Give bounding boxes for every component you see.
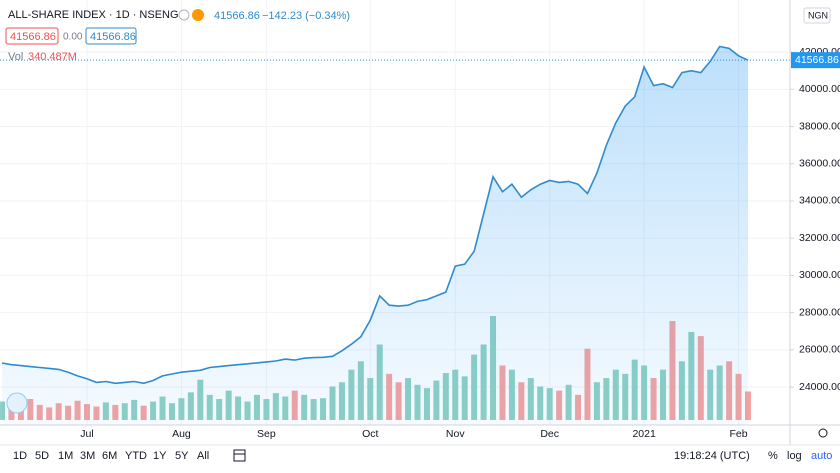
logo[interactable] [6,392,28,414]
range-button[interactable]: 3M [80,450,95,462]
range-button[interactable]: 1Y [153,450,167,462]
volume-name: Vol [8,51,23,63]
x-tick-label: Aug [172,428,191,440]
diff-value: 0.00 [63,32,83,43]
range-button[interactable]: YTD [125,450,147,462]
range-button[interactable]: 1M [58,450,73,462]
chart-title: ALL-SHARE INDEX · 1D · NSENG [8,9,179,21]
range-button[interactable]: 5D [35,450,49,462]
x-tick-label: Sep [257,428,276,440]
area-fill [2,46,748,425]
y-tick-label: 32000.00 [799,232,840,244]
range-button[interactable]: All [197,450,209,462]
y-tick-label: 30000.00 [799,269,840,281]
range-button[interactable]: 1D [13,450,27,462]
x-tick-label: Feb [730,428,748,440]
log-toggle[interactable]: log [787,450,802,462]
x-tick-label: Dec [540,428,559,440]
x-tick-label: Jul [80,428,93,440]
settings-icon[interactable] [818,428,828,438]
y-tick-label: 38000.00 [799,120,840,132]
y-tick-label: 24000.00 [799,381,840,393]
y-tick-label: 28000.00 [799,306,840,318]
delay-icon [192,9,204,21]
x-tick-label: Nov [446,428,465,440]
close-value: 41566.86 [90,31,136,43]
range-button[interactable]: 6M [102,450,117,462]
volume-value: 340.487M [28,51,77,63]
y-tick-label: 26000.00 [799,344,840,356]
currency-box[interactable] [803,7,831,24]
last-price-label: 41566.86 [795,54,839,66]
last-price-badge [791,52,840,69]
legend-last: 41566.86 [214,10,260,22]
y-tick-label: 34000.00 [799,195,840,207]
open-value: 41566.86 [10,31,56,43]
clock: 19:18:24 (UTC) [674,450,750,462]
axes: 24000.00 26000.00 28000.00 30000.00 32000.00… [80,46,840,440]
currency: NGN [808,10,828,20]
x-tick-label: 2021 [632,428,656,440]
range-button[interactable]: 5Y [175,450,189,462]
y-tick-label: 40000.00 [799,83,840,95]
eye-icon[interactable] [178,9,190,21]
legend-change: −142.23 (−0.34%) [262,10,350,22]
x-tick-label: Oct [362,428,378,440]
price-line [1,45,749,385]
price [0,45,790,425]
calendar-icon[interactable] [233,449,246,462]
toolbar: 1D 5D 1M 3M 6M YTD 1Y 5Y All [13,450,209,462]
y-tick-label: 36000.00 [799,158,840,170]
open-box [5,27,59,45]
close-box [85,27,137,45]
percent-toggle[interactable]: % [768,450,778,462]
auto-toggle[interactable]: auto [811,450,832,462]
